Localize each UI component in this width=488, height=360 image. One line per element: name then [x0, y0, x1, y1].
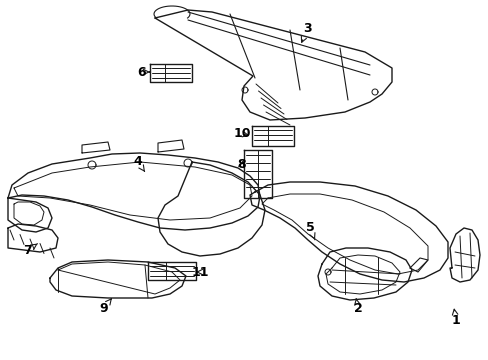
Polygon shape	[449, 228, 479, 282]
Text: 10: 10	[233, 127, 250, 140]
Polygon shape	[150, 64, 192, 82]
Text: 7: 7	[23, 243, 38, 256]
Text: 6: 6	[138, 66, 149, 78]
Text: 9: 9	[100, 299, 111, 315]
Polygon shape	[251, 126, 293, 146]
Polygon shape	[158, 162, 264, 256]
Text: 1: 1	[451, 309, 459, 327]
Polygon shape	[8, 224, 58, 252]
Polygon shape	[8, 198, 52, 232]
Polygon shape	[8, 153, 260, 230]
Text: 2: 2	[353, 298, 362, 315]
Polygon shape	[317, 248, 411, 300]
Text: 8: 8	[237, 158, 246, 171]
Polygon shape	[148, 262, 196, 280]
Text: 11: 11	[191, 265, 208, 279]
Polygon shape	[155, 10, 391, 120]
Text: 3: 3	[301, 22, 312, 42]
Polygon shape	[50, 260, 185, 298]
Text: 4: 4	[133, 156, 144, 171]
Polygon shape	[244, 150, 271, 198]
Polygon shape	[249, 182, 447, 282]
Text: 5: 5	[305, 221, 314, 240]
